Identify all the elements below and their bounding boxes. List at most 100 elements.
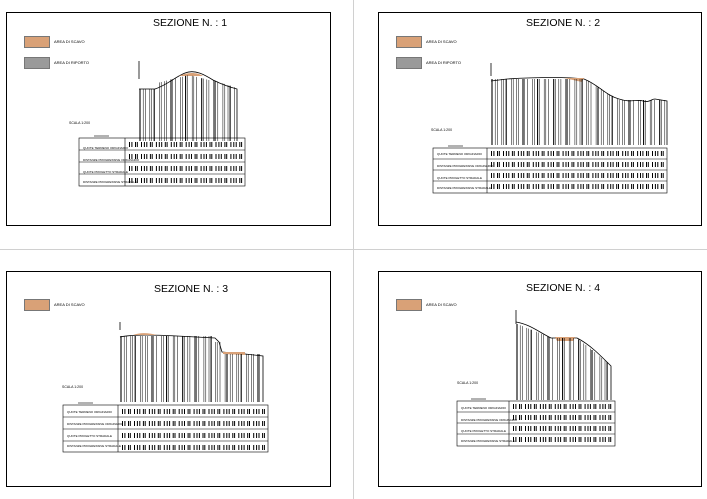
table-value-glyph xyxy=(203,166,205,171)
table-value-glyph xyxy=(505,184,507,189)
table-value-glyph xyxy=(238,445,240,450)
table-value-glyph xyxy=(258,433,260,438)
table-value-glyph xyxy=(627,151,629,156)
table-value-glyph xyxy=(131,142,133,147)
table-value-glyph xyxy=(647,173,649,178)
table-value-glyph xyxy=(618,184,619,189)
table-value-glyph xyxy=(173,142,175,147)
table-value-glyph xyxy=(193,409,195,414)
table-value-glyph xyxy=(198,433,200,438)
table-value-glyph xyxy=(256,421,258,426)
table-value-glyph xyxy=(523,173,525,178)
table-value-glyph xyxy=(527,415,529,420)
section-sheet-2[interactable]: SEZIONE N. : 2 AREA DI SCAVO AREA DI RIP… xyxy=(378,12,702,226)
table-value-glyph xyxy=(179,142,181,147)
table-value-glyph xyxy=(580,415,582,420)
table-value-glyph xyxy=(146,166,148,171)
table-value-glyph xyxy=(588,184,590,189)
table-value-glyph xyxy=(211,433,213,438)
table-value-glyph xyxy=(189,445,191,450)
table-value-glyph xyxy=(657,173,659,178)
table-value-glyph xyxy=(541,151,543,156)
table-value-glyph xyxy=(181,154,183,159)
table-value-glyph xyxy=(622,173,624,178)
table-value-glyph xyxy=(603,173,605,178)
table-value-glyph xyxy=(158,178,160,183)
section-sheet-1[interactable]: SEZIONE N. : 1 AREA DI SCAVO AREA DI RIP… xyxy=(6,12,331,226)
table-value-glyph xyxy=(166,166,168,171)
table-value-glyph xyxy=(124,421,126,426)
table-value-glyph xyxy=(592,162,594,167)
section-sheet-4[interactable]: SEZIONE N. : 4 AREA DI SCAVO SCALA 1:200… xyxy=(378,271,702,487)
table-value-glyph xyxy=(541,173,543,178)
table-value-glyph xyxy=(557,426,559,431)
table-value-glyph xyxy=(503,151,504,156)
table-value-glyph xyxy=(610,404,612,409)
table-value-glyph xyxy=(136,142,138,147)
table-value-glyph xyxy=(595,404,597,409)
table-value-glyph xyxy=(185,154,187,159)
table-value-glyph xyxy=(131,154,133,159)
table-value-glyph xyxy=(217,409,219,414)
table-value-glyph xyxy=(151,433,153,438)
section-sheet-3[interactable]: SEZIONE N. : 3 AREA DI SCAVO SCALA 1:200… xyxy=(6,271,331,487)
table-value-glyph xyxy=(580,151,582,156)
table-value-glyph xyxy=(224,166,226,171)
table-value-glyph xyxy=(149,142,151,147)
table-value-glyph xyxy=(493,162,495,167)
table-value-glyph xyxy=(124,445,126,450)
table-value-glyph xyxy=(539,415,541,420)
table-value-glyph xyxy=(571,162,573,167)
table-value-glyph xyxy=(592,184,594,189)
table-value-glyph xyxy=(184,433,185,438)
table-value-glyph xyxy=(249,445,250,450)
excavation-area xyxy=(133,333,157,335)
table-value-glyph xyxy=(196,154,198,159)
table-row-label: QUOTE TERRENO ORIGINARIO xyxy=(67,410,112,414)
table-value-glyph xyxy=(219,409,221,414)
table-value-glyph xyxy=(179,166,181,171)
table-value-glyph xyxy=(226,166,228,171)
table-value-glyph xyxy=(557,415,559,420)
table-value-glyph xyxy=(595,426,597,431)
table-value-glyph xyxy=(224,154,226,159)
table-value-glyph xyxy=(187,421,189,426)
table-value-glyph xyxy=(646,184,647,189)
table-value-glyph xyxy=(610,173,612,178)
table-value-glyph xyxy=(545,437,547,442)
table-value-glyph xyxy=(505,162,507,167)
table-value-glyph xyxy=(223,409,225,414)
table-value-glyph xyxy=(557,404,559,409)
table-value-glyph xyxy=(543,173,545,178)
table-value-glyph xyxy=(560,415,562,420)
table-value-glyph xyxy=(185,142,187,147)
table-value-glyph xyxy=(204,433,206,438)
table-value-glyph xyxy=(513,151,515,156)
table-value-glyph xyxy=(154,445,156,450)
table-value-glyph xyxy=(553,184,554,189)
table-value-glyph xyxy=(575,437,576,442)
table-value-glyph xyxy=(161,166,163,171)
table-value-glyph xyxy=(141,154,142,159)
table-value-glyph xyxy=(181,166,183,171)
table-values xyxy=(491,151,664,189)
table-value-glyph xyxy=(662,151,664,156)
table-value-glyph xyxy=(520,437,522,442)
table-value-glyph xyxy=(176,178,178,183)
table-value-glyph xyxy=(513,184,515,189)
table-value-glyph xyxy=(554,437,556,442)
table-value-glyph xyxy=(548,415,550,420)
table-value-glyph xyxy=(538,162,540,167)
table-value-glyph xyxy=(144,445,146,450)
table-value-glyph xyxy=(612,151,614,156)
section-drawing xyxy=(78,61,246,187)
table-value-glyph xyxy=(143,154,145,159)
table-value-glyph xyxy=(258,409,260,414)
table-value-glyph xyxy=(550,404,552,409)
table-value-glyph xyxy=(196,445,198,450)
table-value-glyph xyxy=(593,437,595,442)
table-value-glyph xyxy=(528,162,530,167)
table-value-glyph xyxy=(543,151,545,156)
table-value-glyph xyxy=(550,437,552,442)
table-value-glyph xyxy=(625,184,627,189)
